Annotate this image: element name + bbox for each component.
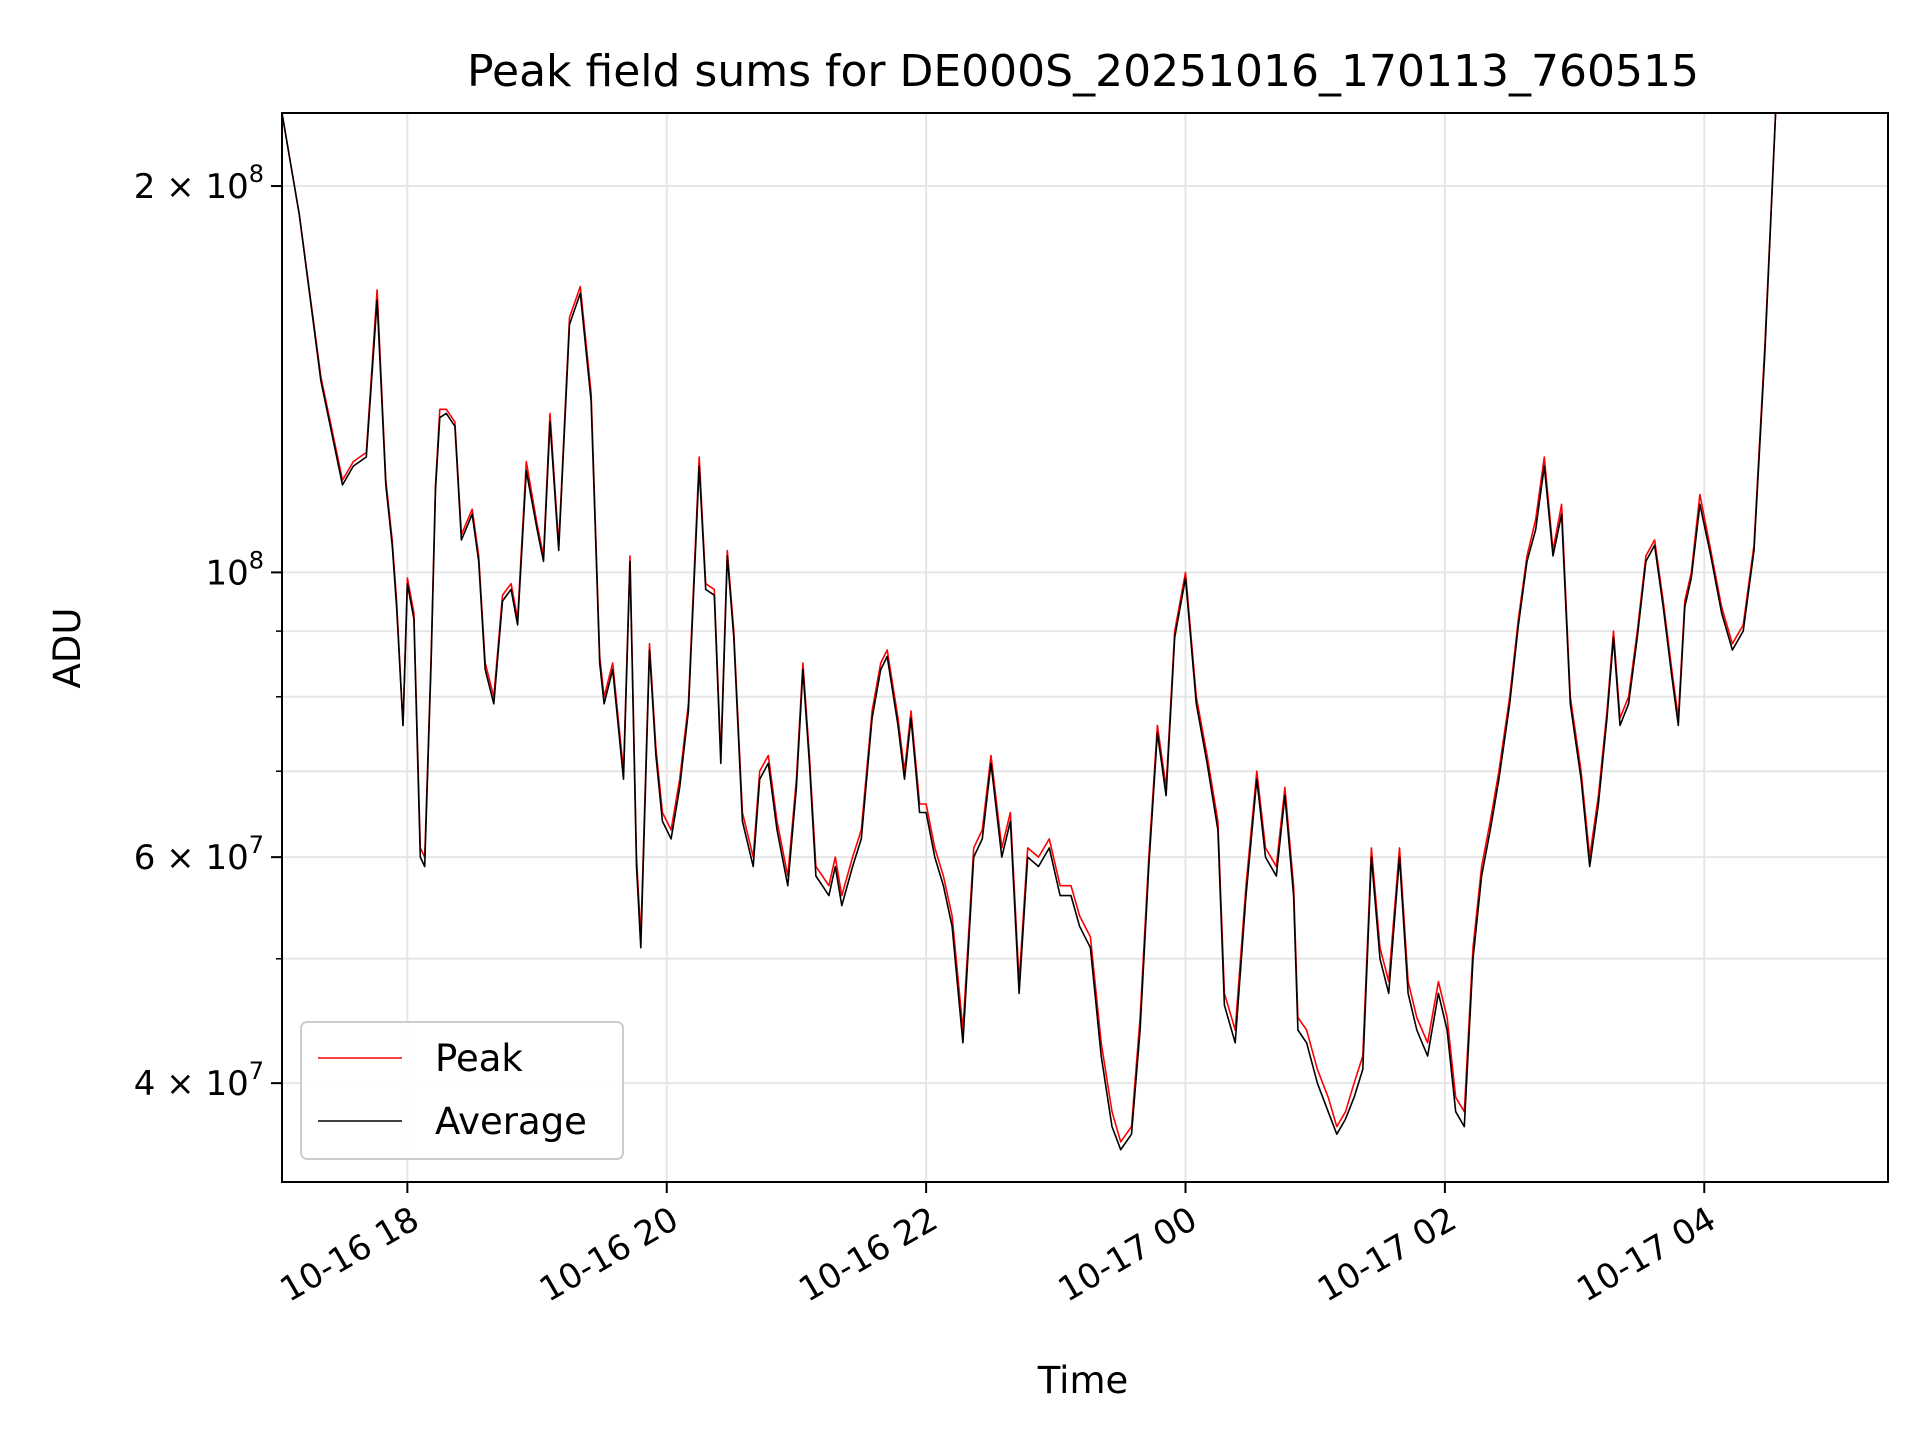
y-tick-base: 10 [205,553,248,593]
y-tick-label: 4 × 107 [134,1057,264,1104]
legend-label-average: Average [435,1100,587,1143]
y-tick-exponent: 8 [249,160,264,188]
y-tick-base: 6 × 10 [134,838,249,878]
x-axis: 10-16 18 10-16 20 10-16 22 10-17 00 10-17 02… [273,1182,1723,1310]
y-tick-exponent: 7 [249,1057,264,1085]
legend: Peak Average [300,1021,624,1160]
y-tick-label: 2 × 108 [134,160,264,207]
y-tick-base: 4 × 10 [134,1064,249,1104]
legend-label-peak: Peak [435,1037,523,1080]
series-line-average [282,113,1787,1151]
x-tick-label: 10-17 00 [1052,1199,1204,1310]
x-tick-label: 10-16 18 [273,1199,425,1310]
x-tick-label: 10-16 20 [533,1199,685,1310]
grid [282,113,1888,1182]
x-tick-label: 10-17 02 [1311,1199,1463,1310]
x-tick-label: 10-16 22 [792,1199,944,1310]
y-tick-exponent: 8 [249,546,264,574]
y-tick-label: 108 [205,546,264,593]
y-tick-base: 2 × 10 [134,167,249,207]
legend-box [300,1021,624,1160]
series-line-peak [282,113,1787,1143]
x-tick-label: 10-17 04 [1570,1199,1722,1310]
chart-title: Peak field sums for DE000S_20251016_1701… [467,46,1699,97]
plot-frame [281,112,1889,1183]
y-axis-label: ADU [46,608,89,689]
y-tick-exponent: 7 [249,831,264,859]
series-layer [282,113,1787,1151]
x-axis-label: Time [1037,1359,1129,1402]
y-tick-label: 6 × 107 [134,831,264,878]
